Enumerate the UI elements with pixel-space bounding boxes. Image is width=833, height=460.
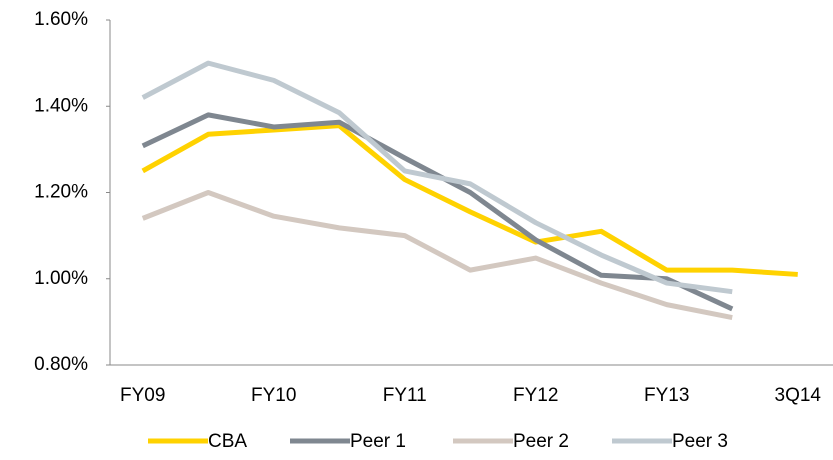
legend-label: CBA	[208, 431, 247, 452]
series-line	[141, 60, 733, 295]
legend-label: Peer 3	[672, 431, 728, 452]
y-tick-label: 1.40%	[34, 95, 88, 116]
y-tick-label: 1.00%	[34, 268, 88, 289]
y-tick-label: 1.60%	[34, 9, 88, 30]
x-tick-label: FY13	[644, 385, 689, 406]
y-tick-label: 1.20%	[34, 182, 88, 203]
series-line	[141, 123, 798, 277]
x-tick-label: 3Q14	[775, 385, 822, 406]
legend-label: Peer 2	[513, 431, 569, 452]
x-tick-label: FY12	[513, 385, 558, 406]
y-tick-label: 0.80%	[34, 354, 88, 375]
x-tick-label: FY09	[120, 385, 165, 406]
series-line	[141, 190, 733, 321]
x-tick-label: FY10	[251, 385, 296, 406]
legend-label: Peer 1	[350, 431, 406, 452]
x-tick-label: FY11	[383, 385, 427, 406]
series-line	[141, 112, 734, 312]
